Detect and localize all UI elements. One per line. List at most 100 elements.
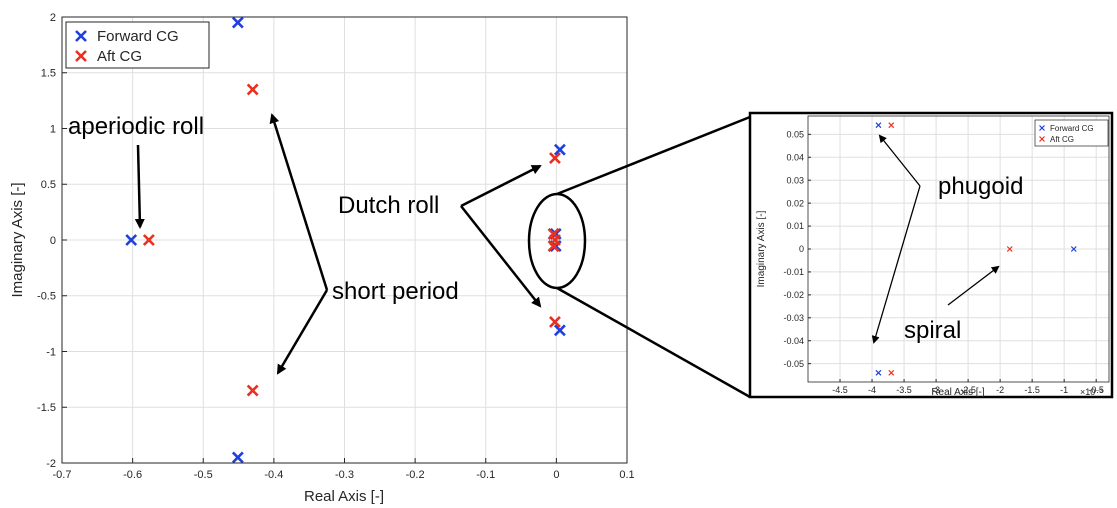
aft-cg-point [888, 122, 895, 129]
y-tick-label: -1 [46, 346, 56, 358]
x-tick-label: -2 [996, 385, 1004, 395]
legend-forward-label: Forward CG [97, 28, 179, 45]
x-tick-label: -0.2 [406, 469, 425, 481]
arrow-aperiodic-roll [134, 144, 145, 229]
inset-legend-forward-x [1039, 125, 1045, 131]
aft-cg-point [547, 228, 560, 240]
main-chart-frame [61, 16, 628, 464]
legend-aft-x [75, 50, 87, 62]
aft-cg-point [246, 83, 259, 96]
aft-cg-point [246, 384, 259, 397]
x-tick-label: -0.4 [264, 469, 283, 481]
inset-legend-forward-marker [1039, 125, 1045, 131]
y-tick-label: -1.5 [37, 402, 56, 414]
main-chart-grid [61, 16, 628, 464]
y-tick-label: -0.04 [783, 336, 804, 346]
y-tick-label: 0 [50, 235, 56, 247]
zoom-line-top [556, 115, 751, 196]
y-tick-label: -2 [46, 458, 56, 470]
annotation-aperiodic-roll: aperiodic roll [68, 113, 204, 140]
forward-cg-point [231, 451, 244, 464]
forward-cg-point [1070, 246, 1077, 252]
x-tick-label: -2.5 [960, 385, 976, 395]
x-tick-label: -4 [868, 385, 876, 395]
annotation-dutch-roll: Dutch roll [338, 192, 439, 219]
inset-x-axis-label: Real Axis [-] [931, 387, 985, 398]
x-tick-label: -0.7 [53, 469, 72, 481]
x-tick-label: 0 [553, 469, 559, 481]
y-tick-label: 2 [50, 12, 56, 24]
y-tick-label: -0.03 [783, 313, 804, 323]
aft-cg-point [888, 369, 895, 376]
aft-cg-point [547, 240, 560, 252]
x-tick-label: -0.3 [335, 469, 354, 481]
legend-forward-x [75, 30, 87, 42]
arrow-dutch-roll-lower [460, 205, 542, 308]
arrow-dutch-roll-upper [460, 164, 542, 208]
y-tick-label: 0.5 [41, 179, 56, 191]
legend-forward-marker [75, 30, 87, 42]
y-tick-label: -0.01 [783, 267, 804, 277]
inset-y-axis-label: Imaginary Axis [-] [756, 210, 767, 287]
y-tick-label: -0.5 [37, 291, 56, 303]
y-tick-label: 1.5 [41, 68, 56, 80]
aft-cg-point [549, 152, 561, 164]
inset-legend-forward-label: Forward CG [1050, 124, 1094, 133]
inset-chart-ticks: -4.5 -4 -3.5 -3 -2.5 -2 -1.5 -1 -0.5 -0.05 -0.04 -0… [783, 129, 1103, 395]
x-tick-label: -1.5 [1024, 385, 1040, 395]
y-tick-label: 0.04 [786, 152, 804, 162]
arrow-short-period-upper [269, 113, 329, 291]
forward-cg-point [875, 122, 882, 129]
y-tick-label: 0.05 [786, 129, 804, 139]
x-tick-label: -1 [1060, 385, 1068, 395]
arrow-spiral [947, 265, 1000, 306]
annotation-phugoid: phugoid [938, 173, 1023, 200]
x-tick-label: -4.5 [832, 385, 848, 395]
main-chart-ticks: -0.7 -0.6 -0.5 -0.4 -0.3 -0.2 -0.1 0 0.1 -2 -1.5 -1… [37, 12, 635, 481]
inset-legend-aft-x [1039, 136, 1045, 142]
inset-chart-grid [808, 116, 1109, 382]
forward-cg-point [553, 143, 566, 156]
annotation-short-period: short period [332, 278, 459, 305]
x-tick-label: -0.5 [194, 469, 213, 481]
y-tick-label: -0.05 [783, 359, 804, 369]
inset-x-exponent: ×10⁻³ [1080, 387, 1103, 397]
forward-cg-point [125, 234, 138, 246]
x-tick-label: -0.5 [1088, 385, 1104, 395]
x-tick-label: -0.6 [123, 469, 142, 481]
y-tick-label: -0.02 [783, 290, 804, 300]
forward-cg-point [231, 16, 244, 29]
inset-border [748, 111, 1114, 399]
forward-cg-point [553, 324, 566, 337]
arrow-phugoid-upper [878, 134, 921, 187]
forward-cg-point [875, 369, 882, 376]
x-tick-label: 0.1 [619, 469, 634, 481]
y-tick-label: 0.01 [786, 221, 804, 231]
y-tick-label: 0 [799, 244, 804, 254]
x-tick-label: -0.1 [476, 469, 495, 481]
legend-aft-label: Aft CG [97, 48, 142, 65]
y-tick-label: 0.02 [786, 198, 804, 208]
inset-legend: Forward CG Aft CG [1034, 119, 1109, 147]
zoom-line-bottom [556, 286, 751, 399]
arrow-phugoid-lower [871, 185, 921, 344]
inset-chart-frame [807, 115, 1110, 383]
arrow-short-period-lower [276, 289, 329, 375]
aft-cg-point [142, 234, 155, 246]
aft-cg-point [1006, 246, 1013, 252]
annotation-spiral: spiral [904, 317, 961, 344]
inset-chart-points [875, 122, 1077, 376]
main-legend: Forward CG Aft CG [65, 21, 210, 69]
y-tick-label: 1 [50, 123, 56, 135]
main-x-axis-label: Real Axis [-] [304, 488, 384, 505]
aft-cg-point [549, 316, 561, 328]
main-chart-points [125, 16, 566, 464]
main-y-axis-label: Imaginary Axis [-] [9, 182, 26, 297]
x-tick-label: -3 [932, 385, 940, 395]
x-tick-label: -3.5 [896, 385, 912, 395]
legend-aft-marker [75, 50, 87, 62]
y-tick-label: 0.03 [786, 175, 804, 185]
inset-legend-aft-label: Aft CG [1050, 135, 1074, 144]
inset-legend-aft-marker [1039, 136, 1045, 142]
